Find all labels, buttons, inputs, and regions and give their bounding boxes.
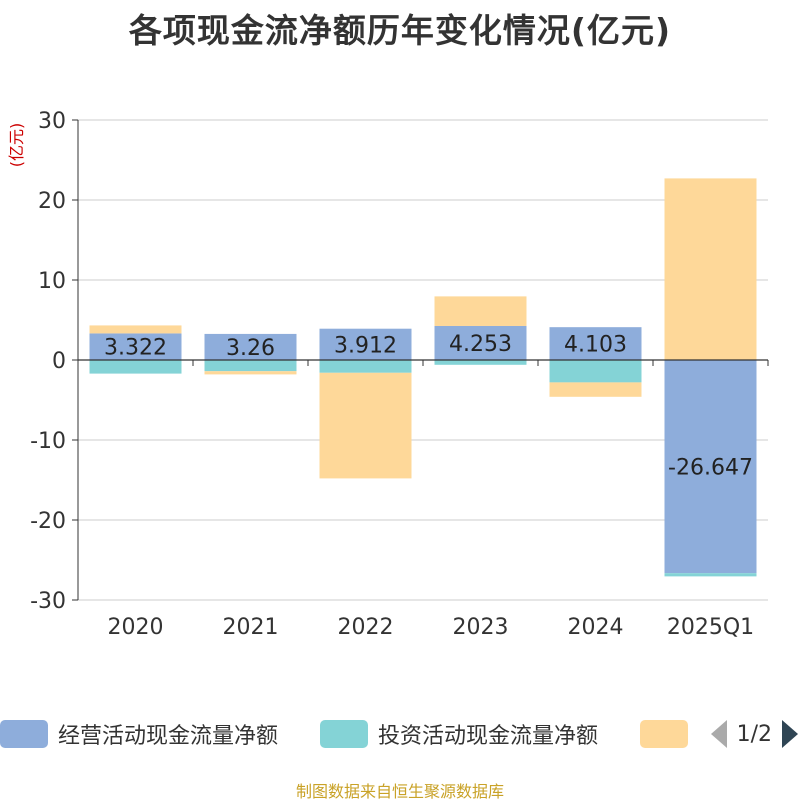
legend-label-operating: 经营活动现金流量净额 xyxy=(58,724,279,749)
chart-title: 各项现金流净额历年变化情况(亿元) xyxy=(128,11,672,50)
y-tick-label: -10 xyxy=(30,429,66,454)
legend-label-investing: 投资活动现金流量净额 xyxy=(378,724,599,749)
bar-2-2022 xyxy=(319,372,412,479)
bar-0-2023 xyxy=(434,325,527,360)
source-note: 制图数据来自恒生聚源数据库 xyxy=(295,782,504,801)
data-label: 4.253 xyxy=(449,332,512,357)
x-tick-label: 2023 xyxy=(453,615,509,640)
bar-0-2025Q1 xyxy=(664,360,757,574)
bar-1-2024 xyxy=(549,360,642,383)
bar-1-2022 xyxy=(319,360,412,373)
legend-swatch-third xyxy=(640,720,688,748)
bar-2-2020 xyxy=(89,325,182,334)
legend-next-page-icon[interactable] xyxy=(782,720,798,748)
bar-1-2021 xyxy=(204,360,297,372)
legend-item-operating[interactable]: 经营活动现金流量净额 xyxy=(0,712,278,756)
x-tick-label: 2021 xyxy=(223,615,279,640)
legend-page-indicator: 1/2 xyxy=(736,721,772,747)
x-tick-label: 2020 xyxy=(108,615,164,640)
bar-2-2021 xyxy=(204,371,297,375)
y-tick-label: 30 xyxy=(38,109,66,134)
bar-0-2022 xyxy=(319,328,412,360)
legend-item-investing[interactable]: 投资活动现金流量净额 xyxy=(320,712,598,756)
y-tick-label: 0 xyxy=(52,349,66,374)
bar-1-2020 xyxy=(89,360,182,374)
legend-swatch-operating xyxy=(0,720,48,748)
y-tick-label: -20 xyxy=(30,509,66,534)
legend-swatch-investing xyxy=(320,720,368,748)
bar-0-2024 xyxy=(549,327,642,360)
y-tick-label: -30 xyxy=(30,589,66,614)
y-axis-label: (亿元) xyxy=(7,123,26,168)
bar-2-2025Q1 xyxy=(664,178,757,360)
legend-pager: 1/2 xyxy=(710,712,798,756)
bar-0-2020 xyxy=(89,333,182,360)
data-label: 3.912 xyxy=(334,333,397,358)
data-label: 4.103 xyxy=(564,333,627,358)
data-label: -26.647 xyxy=(668,456,753,481)
legend: 经营活动现金流量净额 投资活动现金流量净额 1/2 xyxy=(0,712,800,756)
x-tick-label: 2022 xyxy=(338,615,394,640)
x-tick-label: 2025Q1 xyxy=(667,615,754,640)
data-label: 3.322 xyxy=(104,336,167,361)
chart-plot: 30 20 10 0 -10 -20 -30 (亿元) 3.322 2020 3.26 2021 3.9… xyxy=(7,109,769,640)
legend-prev-page-icon[interactable] xyxy=(710,720,727,748)
y-tick-label: 10 xyxy=(38,269,66,294)
bar-1-2023 xyxy=(434,360,527,365)
bar-2-2023 xyxy=(434,296,527,326)
legend-item-third[interactable] xyxy=(640,712,698,756)
bar-1-2025Q1 xyxy=(664,573,757,577)
y-tick-label: 20 xyxy=(38,189,66,214)
bar-0-2021 xyxy=(204,333,297,360)
data-label: 3.26 xyxy=(226,336,275,361)
x-tick-label: 2024 xyxy=(568,615,624,640)
bar-2-2024 xyxy=(549,382,642,397)
